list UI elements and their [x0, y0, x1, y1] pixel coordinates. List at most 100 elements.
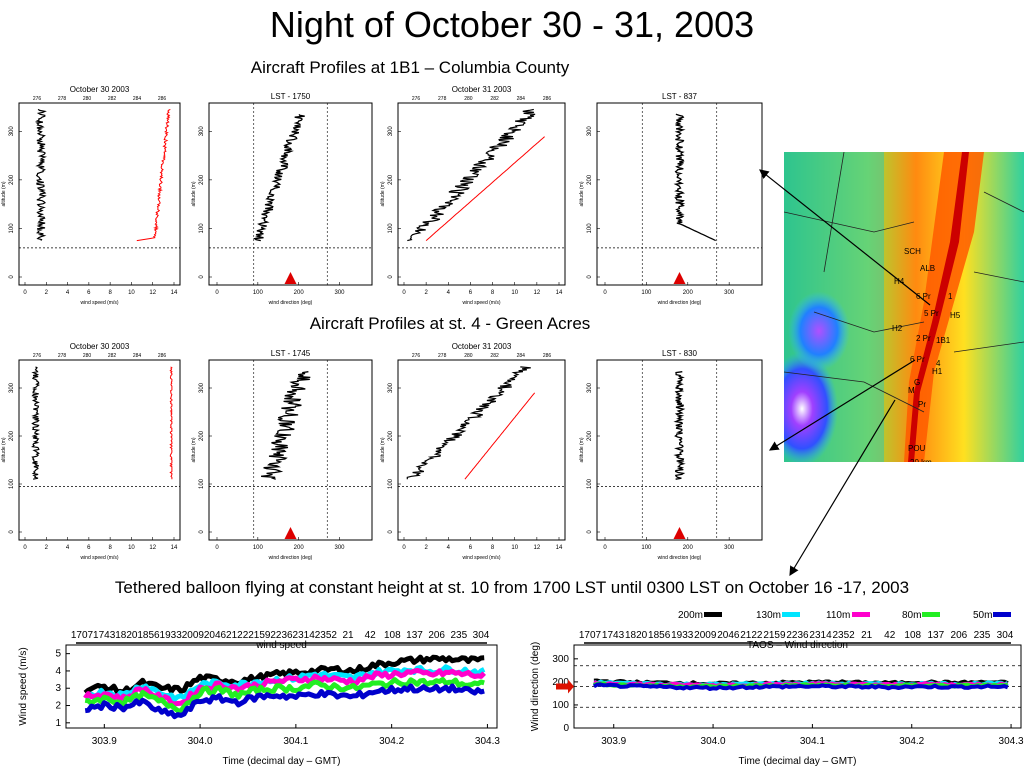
profile-panel: LST - 1745 0 100 200 300 altitude (m) 0 100 200 3… [191, 349, 373, 561]
panel-top-tick-label: 276 [33, 96, 42, 102]
y-axis-label: Wind speed (m/s) [18, 647, 29, 725]
top-time-label: 1820 [625, 630, 648, 641]
panel-ytick-label: 200 [587, 430, 593, 441]
main-title: Night of October 30 - 31, 2003 [269, 4, 755, 45]
wind-direction-trace [261, 371, 311, 480]
x-tick-label: 303.9 [92, 736, 117, 747]
map-label: 6 Pr [916, 292, 931, 301]
panel-top-tick-label: 282 [108, 96, 117, 102]
top-time-label: 1856 [137, 630, 160, 641]
panel-xtick-label: 10 [511, 545, 518, 551]
legend-swatch [922, 612, 940, 617]
panel-ytick-label: 200 [199, 174, 205, 185]
top-time-label: 2046 [204, 630, 227, 641]
panel-ytick-label: 100 [199, 478, 205, 489]
panel-ytick-label: 100 [388, 478, 394, 489]
panel-xtick-label: 6 [469, 290, 473, 296]
y-tick-label: 0 [563, 723, 569, 734]
panel-ytick-label: 300 [199, 382, 205, 393]
top-time-label: 42 [884, 630, 896, 641]
panel-ytick-label: 100 [199, 223, 205, 234]
panel-ytick-label: 300 [9, 382, 15, 393]
chart-title: wind speed [255, 640, 307, 651]
top-time-label: 206 [951, 630, 968, 641]
x-axis-label: Time (decimal day – GMT) [739, 756, 857, 767]
south-wind-marker [673, 527, 686, 539]
top-time-label: 1743 [602, 630, 625, 641]
panel-xtick-label: 2 [45, 290, 49, 296]
panel-ytick-label: 0 [9, 530, 15, 534]
panel-top-tick-label: 280 [464, 96, 473, 102]
panel-top-tick-label: 280 [83, 96, 92, 102]
profile-panel: LST - 830 0 100 200 300 altitude (m) 0 100 200 30… [579, 349, 763, 561]
top-time-label: 304 [997, 630, 1014, 641]
y-tick-label: 1 [55, 718, 61, 729]
map-label: Pr [918, 400, 926, 409]
panel-top-tick-label: 276 [33, 353, 42, 359]
top-time-label: 1707 [71, 630, 94, 641]
map-pointer-arrow [768, 359, 916, 451]
map-label: 1 [948, 292, 953, 301]
y-tick-label: 100 [552, 700, 569, 711]
panel-xtick-label: 8 [108, 290, 112, 296]
panel-ytick-label: 100 [9, 223, 15, 234]
top-time-label: 2314 [293, 630, 316, 641]
panel-ylabel: altitude (m) [1, 181, 7, 206]
wind-direction-trace [253, 113, 305, 242]
panel-top-tick-label: 282 [108, 353, 117, 359]
panel-top-tick-label: 278 [438, 96, 447, 102]
panel-top-tick-label: 284 [517, 353, 526, 359]
panel-title: LST - 1750 [271, 92, 311, 101]
balloon-chart: 1707 1743 1820 1856 1933 2009 2046 2122 2159 2236… [18, 630, 500, 767]
series-line [84, 683, 485, 720]
panel-top-tick-label: 278 [58, 353, 67, 359]
x-tick-label: 304.2 [899, 736, 924, 747]
panel-title: October 31 2003 [452, 342, 512, 351]
panel-xtick-label: 12 [149, 545, 156, 551]
map-label: 1B1 [936, 336, 951, 345]
legend-swatch [782, 612, 800, 617]
legend-label: 80m [902, 610, 921, 621]
panel-ytick-label: 300 [587, 382, 593, 393]
profile-panel: October 31 2003 0 100 200 300 altitude (m) 0 2 4… [380, 342, 566, 561]
panel-top-tick-label: 280 [83, 353, 92, 359]
map-label: ALB [920, 264, 936, 273]
top-time-label: 1707 [579, 630, 602, 641]
series-line [83, 654, 485, 695]
y-tick-label: 300 [552, 654, 569, 665]
top-time-label: 1856 [648, 630, 671, 641]
panel-ytick-label: 100 [9, 478, 15, 489]
panel-frame [208, 102, 373, 286]
x-tick-label: 304.3 [475, 736, 500, 747]
panel-title: October 30 2003 [70, 342, 130, 351]
panel-xlabel: wind direction (deg) [269, 555, 313, 561]
panel-top-tick-label: 278 [58, 96, 67, 102]
map-label: G [914, 378, 921, 387]
panel-xtick-label: 100 [641, 290, 652, 296]
panel-ytick-label: 300 [587, 126, 593, 137]
panel-ytick-label: 100 [587, 478, 593, 489]
map-label: H1 [932, 367, 943, 376]
map-pointer-arrow [789, 399, 896, 577]
top-time-label: 206 [428, 630, 445, 641]
panel-xtick-label: 12 [149, 290, 156, 296]
top-time-label: 42 [365, 630, 377, 641]
y-tick-label: 5 [55, 649, 61, 660]
top-time-label: 235 [974, 630, 991, 641]
panel-xtick-label: 2 [424, 545, 428, 551]
panel-ytick-label: 0 [587, 275, 593, 279]
panel-ylabel: altitude (m) [579, 437, 585, 462]
panel-ylabel: altitude (m) [191, 181, 197, 206]
map-label: 4 [936, 359, 941, 368]
panel-title: LST - 837 [662, 92, 698, 101]
terrain-map-graphic [784, 152, 1024, 462]
top-time-label: 2159 [763, 630, 786, 641]
x-tick-label: 304.0 [188, 736, 213, 747]
panel-xtick-label: 200 [683, 290, 694, 296]
panel-xtick-label: 14 [171, 545, 178, 551]
map-label: 5 Pr [924, 309, 939, 318]
panel-xtick-label: 0 [215, 545, 219, 551]
panel-xtick-label: 10 [511, 290, 518, 296]
panel-ylabel: altitude (m) [380, 437, 386, 462]
